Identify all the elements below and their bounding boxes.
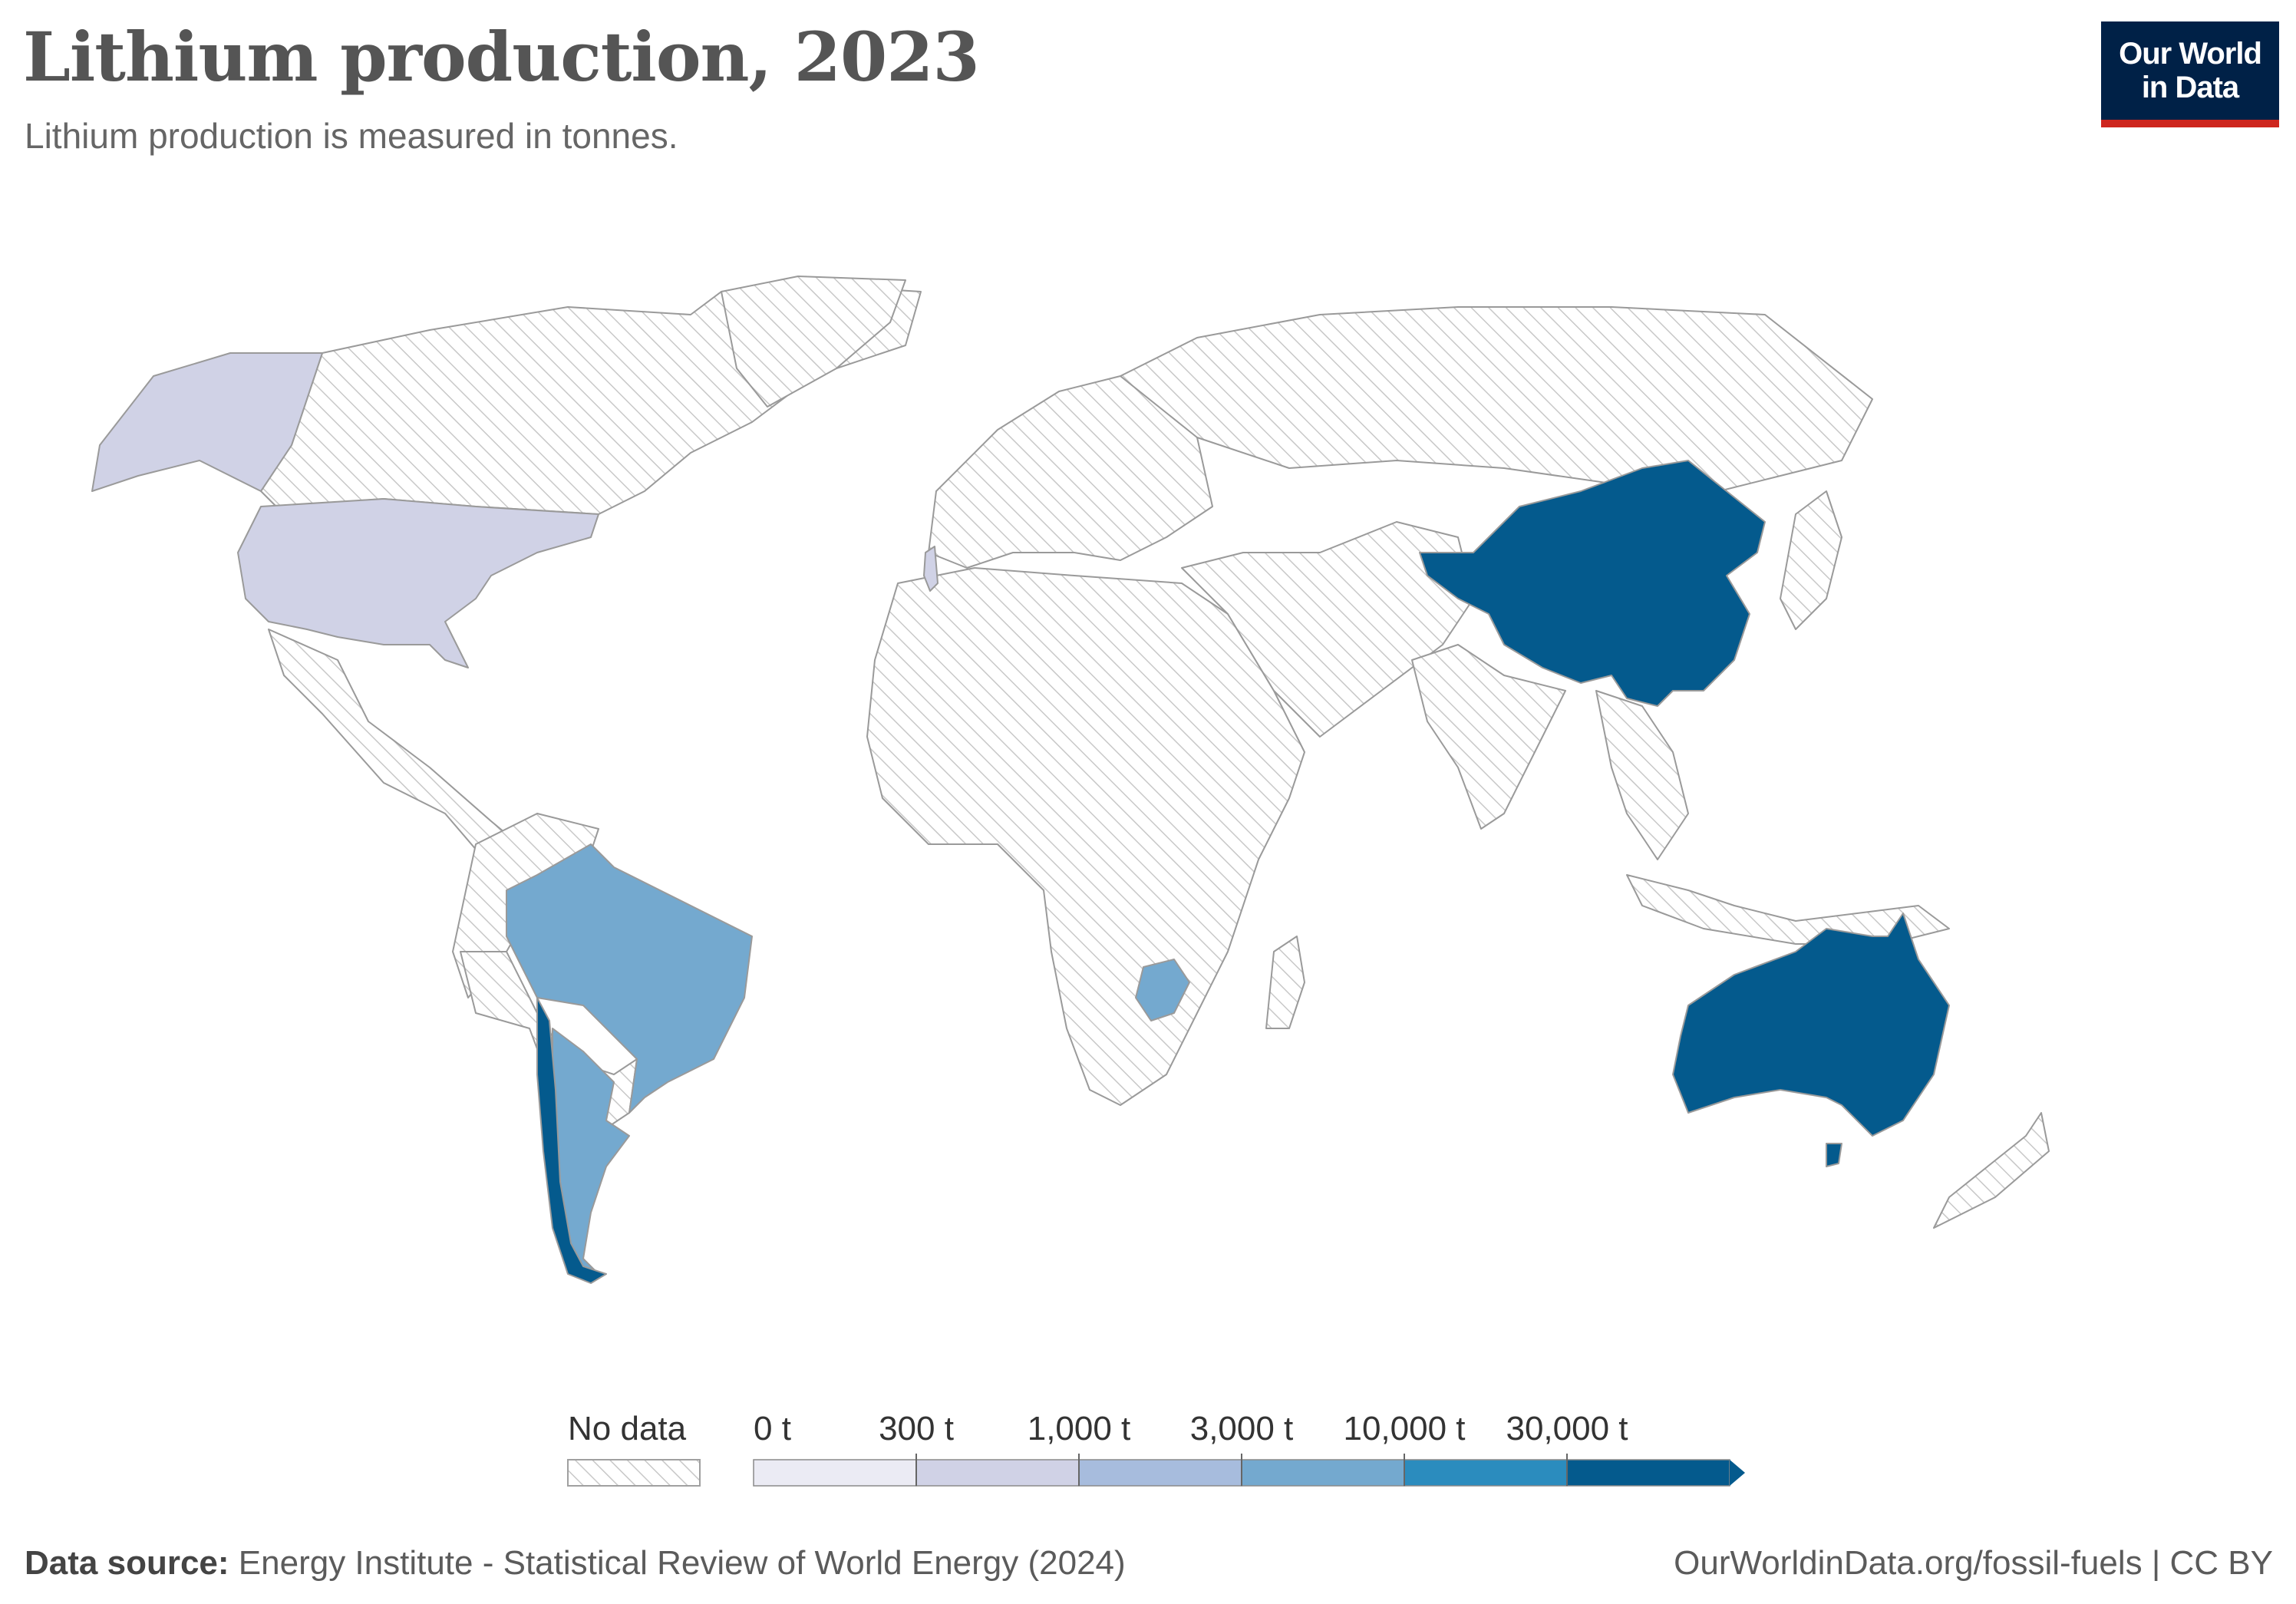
map-region-indonesia[interactable] [1626,874,1950,945]
map-region-madagascar[interactable] [1265,936,1305,1029]
world-map [91,276,2050,1284]
legend-bin-label: 3,000 t [1190,1410,1294,1447]
map-region-china[interactable] [1419,460,1766,707]
map-region-australia[interactable] [1672,913,1950,1137]
data-source-text: Energy Institute - Statistical Review of… [238,1544,1126,1582]
map-region-zimbabwe[interactable] [1135,959,1190,1021]
map-region-united-states[interactable] [237,498,599,668]
map-region-alaska[interactable] [91,352,323,492]
legend-bin-label: 0 t [754,1410,791,1447]
legend-bin-swatch[interactable] [915,1459,1080,1487]
chart-subtitle: Lithium production is measured in tonnes… [25,116,678,156]
map-region-new-zealand[interactable] [1933,1112,2050,1229]
map-region-russia[interactable] [1120,306,1873,492]
legend-arrow [1730,1460,1745,1486]
map-region-chile[interactable] [536,997,607,1284]
map-region-africa[interactable] [866,567,1305,1106]
map-region-greenland[interactable] [721,276,906,408]
legend-bin-label: 10,000 t [1343,1410,1465,1447]
map-region-portugal[interactable] [923,546,939,592]
map-region-japan[interactable] [1780,490,1842,630]
map-region-europe[interactable] [928,375,1213,569]
map-region-south-asia[interactable] [1411,644,1566,830]
legend-bin-swatch[interactable] [753,1459,917,1487]
logo-line-2: in Data [2141,71,2239,104]
legend-bin-label: 300 t [879,1410,954,1447]
legend-bin-swatch[interactable] [1404,1459,1568,1487]
legend-bin-label: 1,000 t [1028,1410,1131,1447]
data-source: Data source: Energy Institute - Statisti… [25,1544,1126,1583]
legend-bin-swatch[interactable] [1078,1459,1242,1487]
chart-title: Lithium production, 2023 [23,17,980,97]
map-region-middle-east[interactable] [1181,521,1474,738]
logo-line-1: Our World [2119,37,2262,71]
map-region-southeast-asia[interactable] [1595,690,1689,860]
map-region-tasmania[interactable] [1826,1143,1842,1167]
legend-bin-swatch[interactable] [1241,1459,1405,1487]
owid-logo[interactable]: Our World in Data [2101,21,2279,127]
source-url[interactable]: OurWorldinData.org/fossil-fuels | CC BY [1674,1544,2273,1582]
legend-bin-swatch[interactable] [1566,1459,1730,1487]
legend-no-data-swatch [567,1459,701,1487]
legend-bin-label: 30,000 t [1506,1410,1628,1447]
data-source-label: Data source: [25,1544,229,1582]
legend-no-data-label: No data [568,1410,687,1447]
